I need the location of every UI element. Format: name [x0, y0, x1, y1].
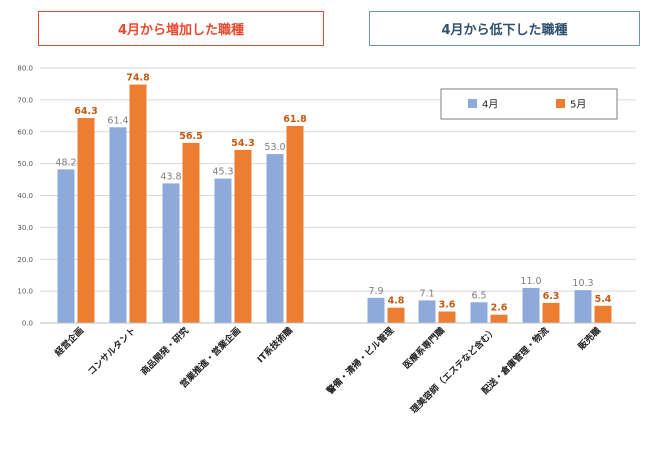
bar-april: [418, 300, 436, 323]
bar-may: [129, 84, 147, 323]
category-label: コンサルタント: [85, 325, 138, 378]
bar-may: [387, 307, 405, 323]
bar-may: [542, 302, 560, 323]
data-label-may: 61.8: [283, 114, 307, 125]
bar-april: [57, 169, 75, 323]
legend-swatch-april: [468, 99, 477, 108]
bar-april: [470, 302, 488, 323]
category-label: 商品開発・研究: [138, 325, 191, 378]
bar-april: [522, 287, 540, 323]
y-tick-label: 50.0: [17, 160, 33, 168]
y-tick-label: 10.0: [17, 288, 33, 296]
data-label-may: 3.6: [439, 300, 456, 311]
data-label-may: 6.3: [543, 291, 560, 302]
decrease-header: 4月から低下した職種: [369, 11, 640, 46]
category-label: 医療系専門職: [400, 325, 447, 372]
legend-label-april: 4月: [482, 99, 498, 111]
bar-april: [162, 183, 180, 323]
bar-may: [594, 305, 612, 323]
data-label-april: 48.2: [55, 157, 76, 168]
y-tick-label: 60.0: [17, 128, 33, 136]
decrease-header-label: 4月から低下した職種: [441, 23, 568, 38]
data-label-may: 2.6: [491, 303, 508, 314]
bar-may: [234, 149, 252, 323]
data-label-may: 4.8: [388, 296, 405, 307]
bar-may: [490, 314, 508, 323]
y-tick-label: 80.0: [17, 65, 33, 73]
bar-april: [367, 297, 385, 323]
y-tick-label: 0.0: [22, 320, 33, 328]
data-label-april: 43.8: [160, 171, 181, 182]
data-label-april: 6.5: [471, 290, 486, 301]
data-label-may: 64.3: [74, 106, 97, 117]
bar-may: [77, 118, 95, 323]
bar-april: [109, 127, 127, 323]
legend-box: [440, 88, 618, 120]
bar-may: [438, 311, 456, 323]
data-label-may: 74.8: [126, 73, 150, 84]
data-label-may: 5.4: [595, 294, 612, 305]
data-label-april: 53.0: [264, 142, 285, 153]
legend-label-may: 5月: [570, 99, 586, 111]
increase-header-label: 4月から増加した職種: [117, 23, 245, 38]
increase-header: 4月から増加した職種: [38, 11, 324, 46]
y-tick-label: 20.0: [17, 256, 33, 264]
data-label-april: 7.9: [368, 286, 383, 297]
bar-may: [286, 126, 304, 323]
data-label-may: 56.5: [179, 131, 202, 142]
bar-april: [574, 290, 592, 323]
category-label: 経営企画: [52, 325, 86, 359]
data-label-april: 61.4: [107, 115, 128, 126]
category-label: 警備・清掃・ビル管理: [324, 325, 396, 397]
category-label: IT系技術職: [254, 325, 295, 366]
data-label-april: 11.0: [520, 276, 541, 287]
bar-april: [266, 154, 284, 323]
bar-april: [214, 178, 232, 323]
category-label: 理美容師（エステなど含む）: [408, 325, 499, 416]
legend-swatch-may: [556, 99, 565, 108]
y-tick-label: 70.0: [17, 96, 33, 104]
y-tick-label: 30.0: [17, 224, 33, 232]
data-label-april: 7.1: [419, 288, 434, 299]
bar-may: [182, 142, 200, 323]
data-label-april: 45.3: [212, 167, 233, 178]
data-label-may: 54.3: [231, 138, 254, 149]
data-label-april: 10.3: [572, 278, 593, 289]
y-tick-label: 40.0: [17, 192, 33, 200]
category-label: 販売職: [576, 325, 604, 353]
